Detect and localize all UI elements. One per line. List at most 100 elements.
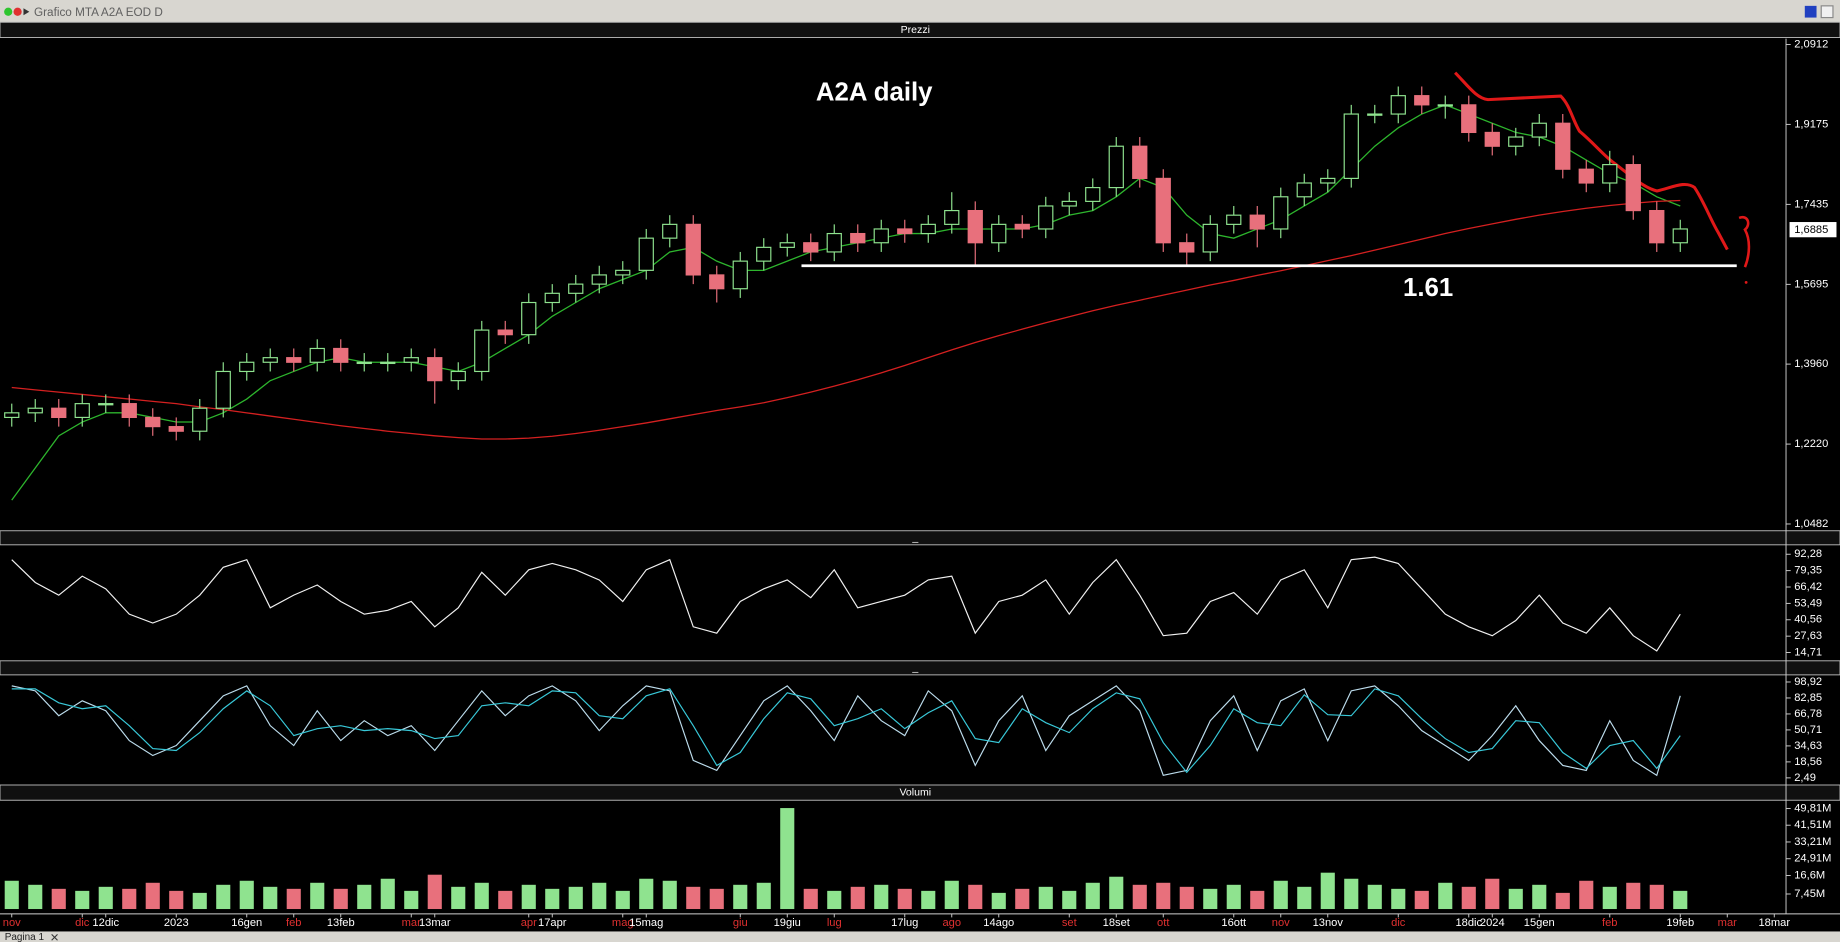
- volume-bar: [803, 888, 818, 910]
- volume-bar: [1109, 876, 1124, 910]
- candle-body: [1038, 205, 1054, 230]
- volume-bar: [169, 890, 184, 910]
- volume-bar: [263, 886, 278, 910]
- y-tick-label: 66,78: [1794, 708, 1822, 720]
- candle-body: [403, 357, 419, 363]
- last-price-label: 1,6885: [1794, 224, 1828, 236]
- x-tick-label: 14ago: [983, 917, 1014, 929]
- volume-bar: [756, 882, 771, 910]
- candle-body: [1061, 200, 1077, 207]
- candle-body: [685, 223, 701, 276]
- volume-bar: [498, 890, 513, 910]
- x-tick-label: mag: [612, 917, 634, 929]
- x-tick-label: 16ott: [1221, 917, 1247, 929]
- x-tick-label: 18mar: [1758, 917, 1790, 929]
- candle-body: [638, 237, 654, 271]
- candle-body: [591, 274, 607, 285]
- candle-body: [98, 403, 114, 406]
- tab[interactable]: Pagina 1: [5, 932, 45, 942]
- volume-bar: [4, 880, 19, 910]
- y-tick-label: 82,85: [1794, 692, 1822, 704]
- candle-body: [1085, 187, 1101, 202]
- volume-bar: [521, 884, 536, 910]
- x-tick-label: 13feb: [327, 917, 355, 929]
- y-tick-label: 18,56: [1794, 756, 1822, 768]
- candle-body: [145, 416, 161, 428]
- volume-bar: [1485, 878, 1500, 910]
- indicator-line: [11, 688, 1681, 774]
- y-tick-label: 98,92: [1794, 676, 1822, 688]
- volume-bar: [897, 888, 912, 910]
- y-tick-label: 53,49: [1794, 597, 1822, 609]
- volume-bar: [427, 874, 442, 910]
- candle-body: [615, 269, 631, 276]
- toolbar-icon[interactable]: [1804, 5, 1817, 18]
- y-tick-label: 66,42: [1794, 581, 1822, 593]
- x-tick-label: mar: [1718, 917, 1737, 929]
- y-tick-label: 7,45M: [1794, 888, 1825, 900]
- support-label: 1.61: [1403, 274, 1453, 302]
- x-tick-label: dic: [75, 917, 90, 929]
- candle-body: [779, 242, 795, 248]
- volume-bar: [310, 882, 325, 910]
- panel-title: Prezzi: [901, 24, 930, 36]
- volume-bar: [1038, 886, 1053, 910]
- toolbar-icon[interactable]: [1820, 5, 1834, 19]
- volume-bar: [592, 882, 607, 910]
- y-tick-label: 34,63: [1794, 740, 1822, 752]
- volume-bar: [1297, 886, 1312, 910]
- candle-body: [1602, 164, 1618, 184]
- window-icon[interactable]: [4, 7, 13, 16]
- volume-bar: [568, 886, 583, 910]
- candle-body: [450, 370, 466, 382]
- x-tick-label: 13mar: [419, 917, 451, 929]
- moving-average: [11, 104, 1681, 501]
- tab-close-icon[interactable]: [51, 934, 58, 941]
- volume-bar: [1273, 880, 1288, 910]
- candle-body: [1155, 177, 1171, 244]
- volume-bar: [1062, 890, 1077, 910]
- x-tick-label: 2024: [1480, 917, 1505, 929]
- candle-body: [474, 329, 490, 373]
- candle-body: [1273, 196, 1289, 230]
- window-icon[interactable]: [23, 8, 30, 16]
- candle-body: [4, 412, 20, 419]
- hand-drawn-annotation: [1454, 71, 1729, 251]
- volume-bar: [1226, 884, 1241, 910]
- candle-body: [897, 228, 913, 235]
- volume-bar: [357, 884, 372, 910]
- volume-bar: [1438, 882, 1453, 910]
- x-tick-label: 12dic: [92, 917, 119, 929]
- volume-bar: [968, 884, 983, 910]
- x-tick-label: set: [1062, 917, 1078, 929]
- candle-body: [51, 407, 67, 419]
- candle-body: [215, 370, 231, 409]
- volume-bar: [1085, 882, 1100, 910]
- candle-body: [1531, 122, 1547, 138]
- panel-title: Volumi: [899, 786, 931, 798]
- candle-body: [944, 209, 960, 225]
- chart-annotation: A2A daily: [816, 79, 933, 107]
- candle-body: [1508, 136, 1524, 147]
- candle-body: [192, 407, 208, 432]
- moving-average: [11, 199, 1681, 440]
- y-tick-label: 2,0912: [1794, 38, 1828, 50]
- candle-body: [1202, 223, 1218, 253]
- volume-bar: [239, 880, 254, 910]
- candle-body: [521, 301, 537, 336]
- y-tick-label: 33,21M: [1794, 836, 1831, 848]
- candle-body: [1132, 145, 1148, 179]
- y-tick-label: 1,3960: [1794, 358, 1828, 370]
- volume-bar: [333, 888, 348, 910]
- volume-bar: [1626, 882, 1641, 910]
- volume-bar: [1179, 886, 1194, 910]
- candle-body: [1226, 214, 1242, 225]
- volume-bar: [1320, 872, 1335, 910]
- x-tick-label: 15mag: [629, 917, 663, 929]
- hand-drawn-annotation: [1744, 280, 1748, 284]
- candle-body: [920, 223, 936, 235]
- volume-bar: [404, 890, 419, 910]
- window-icon[interactable]: [13, 7, 22, 16]
- volume-bar: [1156, 882, 1171, 910]
